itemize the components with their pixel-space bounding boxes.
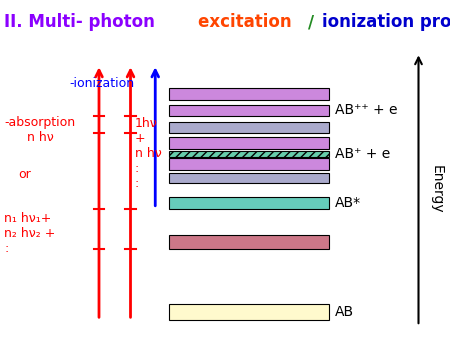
Text: -ionization: -ionization bbox=[70, 77, 135, 90]
Text: ionization processes: ionization processes bbox=[322, 13, 450, 31]
Bar bbox=[169, 88, 328, 100]
Bar bbox=[169, 104, 328, 116]
Text: excitation: excitation bbox=[198, 13, 297, 31]
Text: -absorption
n hν: -absorption n hν bbox=[4, 116, 76, 144]
Text: AB⁺⁺ + e: AB⁺⁺ + e bbox=[335, 103, 398, 118]
Bar bbox=[169, 235, 328, 249]
Text: Energy: Energy bbox=[429, 165, 444, 214]
Text: /: / bbox=[308, 13, 320, 31]
Text: n₁ hν₁+
n₂ hν₂ +
:: n₁ hν₁+ n₂ hν₂ + : bbox=[4, 212, 56, 256]
Bar bbox=[169, 173, 328, 183]
Text: AB⁺ + e: AB⁺ + e bbox=[335, 147, 391, 161]
Text: or: or bbox=[18, 168, 31, 181]
Bar bbox=[169, 151, 328, 156]
Bar bbox=[169, 122, 328, 133]
Bar bbox=[169, 304, 328, 320]
Text: 1hν
+
n hν
:
:: 1hν + n hν : : bbox=[135, 117, 162, 190]
Bar bbox=[169, 197, 328, 209]
Text: AB*: AB* bbox=[335, 196, 361, 210]
Text: II. Multi- photon: II. Multi- photon bbox=[4, 13, 161, 31]
Bar bbox=[169, 158, 328, 170]
Text: AB: AB bbox=[335, 305, 355, 319]
Bar bbox=[169, 137, 328, 149]
